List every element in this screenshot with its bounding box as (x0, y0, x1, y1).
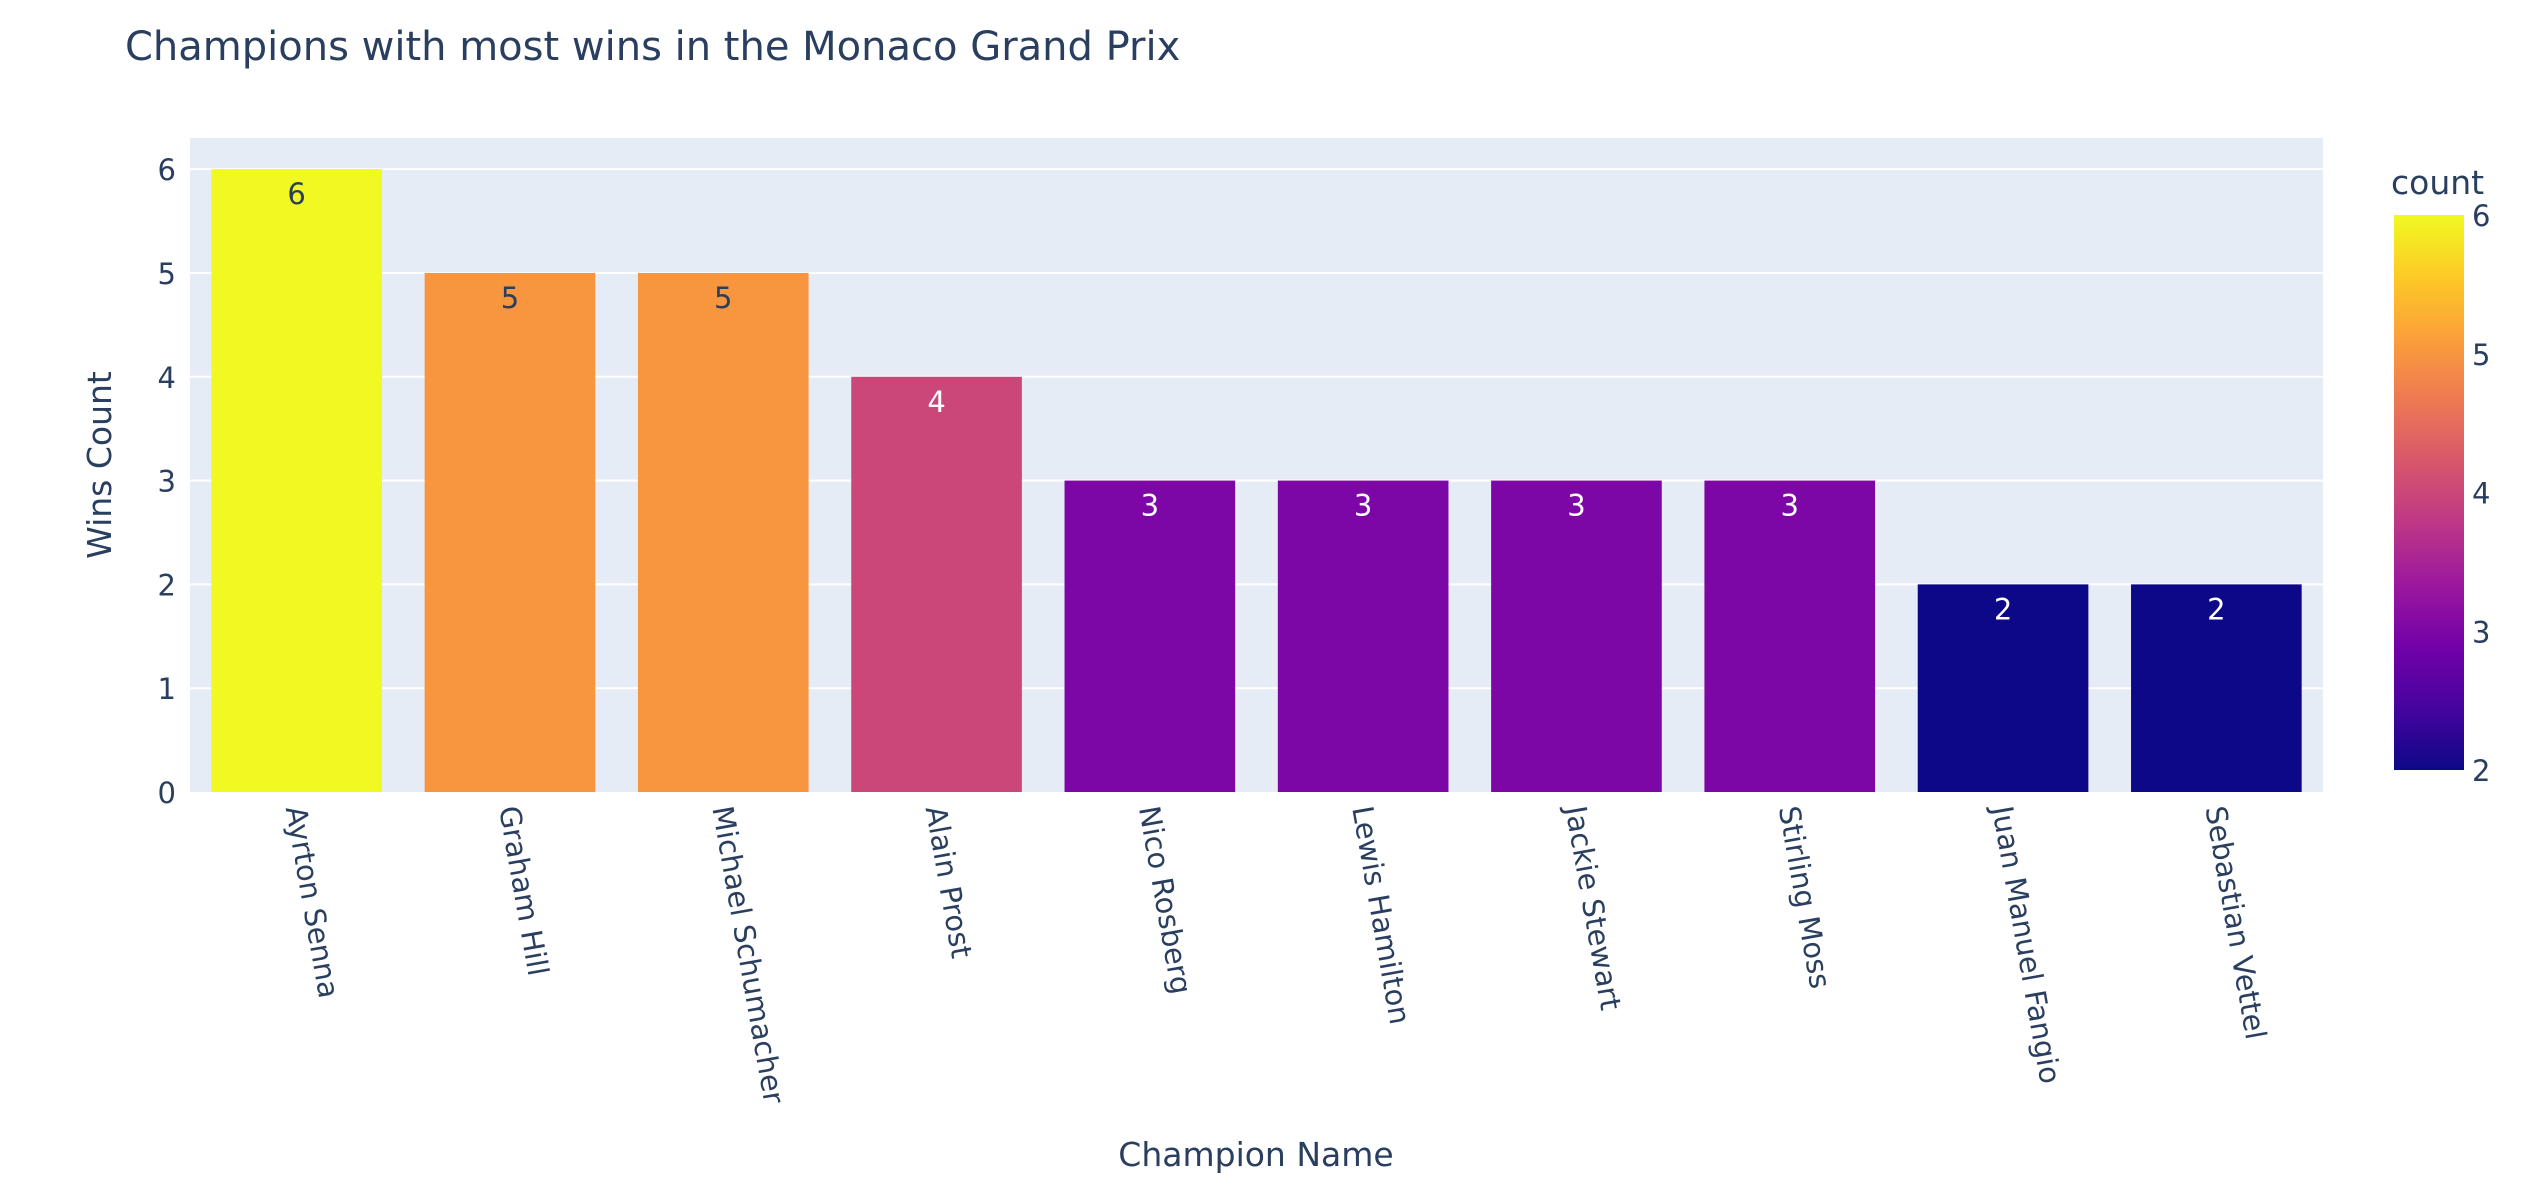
chart-title: Champions with most wins in the Monaco G… (125, 24, 1181, 70)
colorbar-tick-label: 2 (2472, 754, 2490, 788)
y-axis-ticks: 0 1 2 3 4 5 6 (158, 153, 176, 810)
bars (211, 169, 2302, 793)
x-tick-label: Michael Schumacher (705, 803, 791, 1106)
bar-value-label: 4 (927, 385, 945, 419)
bar (211, 169, 382, 793)
bar-value-label: 5 (501, 281, 519, 315)
colorbar-ticks: 2 3 4 5 6 (2472, 199, 2490, 788)
bar-value-label: 6 (287, 177, 305, 211)
bar-labels: 6 5 5 4 3 3 3 3 2 2 (287, 177, 2225, 626)
bar-value-label: 5 (714, 281, 732, 315)
colorbar-tick-label: 6 (2472, 199, 2490, 233)
x-tick-label: Graham Hill (492, 803, 555, 978)
y-tick-label: 3 (158, 465, 176, 499)
x-tick-label: Jackie Stewart (1558, 801, 1628, 1012)
x-tick-label: Stirling Moss (1772, 803, 1838, 991)
colorbar-tick-label: 3 (2472, 615, 2490, 649)
colorbar-title: count (2391, 163, 2484, 202)
x-tick-label: Nico Rosberg (1132, 803, 1199, 996)
bar (1704, 480, 1876, 792)
bar (1064, 480, 1236, 792)
bar (2131, 584, 2302, 792)
bar (637, 272, 809, 792)
x-tick-label: Lewis Hamilton (1345, 803, 1417, 1027)
bar-value-label: 3 (1567, 489, 1585, 523)
bar-value-label: 2 (2207, 592, 2225, 626)
bar (851, 376, 1022, 792)
x-axis-ticks: Ayrton Senna Graham Hill Michael Schumache… (279, 801, 2273, 1106)
x-tick-label: Alain Prost (919, 803, 979, 960)
y-tick-label: 1 (158, 672, 176, 706)
bar-value-label: 3 (1354, 489, 1372, 523)
y-tick-label: 4 (158, 361, 176, 395)
bar-value-label: 3 (1781, 489, 1799, 523)
x-tick-label: Sebastian Vettel (2198, 803, 2273, 1042)
y-tick-label: 5 (158, 257, 176, 291)
x-tick-label: Ayrton Senna (279, 803, 346, 1000)
bar (1491, 480, 1662, 792)
x-axis-title: Champion Name (1118, 1135, 1393, 1174)
colorbar (2394, 215, 2464, 770)
bar (424, 272, 596, 792)
y-tick-label: 2 (158, 568, 176, 602)
colorbar-tick-label: 4 (2472, 477, 2490, 511)
y-tick-label: 6 (158, 153, 176, 187)
bar-value-label: 3 (1141, 489, 1159, 523)
y-axis-title: Wins Count (80, 371, 119, 559)
y-tick-label: 0 (158, 776, 176, 810)
bar-value-label: 2 (1994, 592, 2012, 626)
bar (1917, 584, 2089, 792)
x-tick-label: Juan Manuel Fangio (1985, 801, 2068, 1086)
bar (1277, 480, 1449, 792)
colorbar-tick-label: 5 (2472, 338, 2490, 372)
